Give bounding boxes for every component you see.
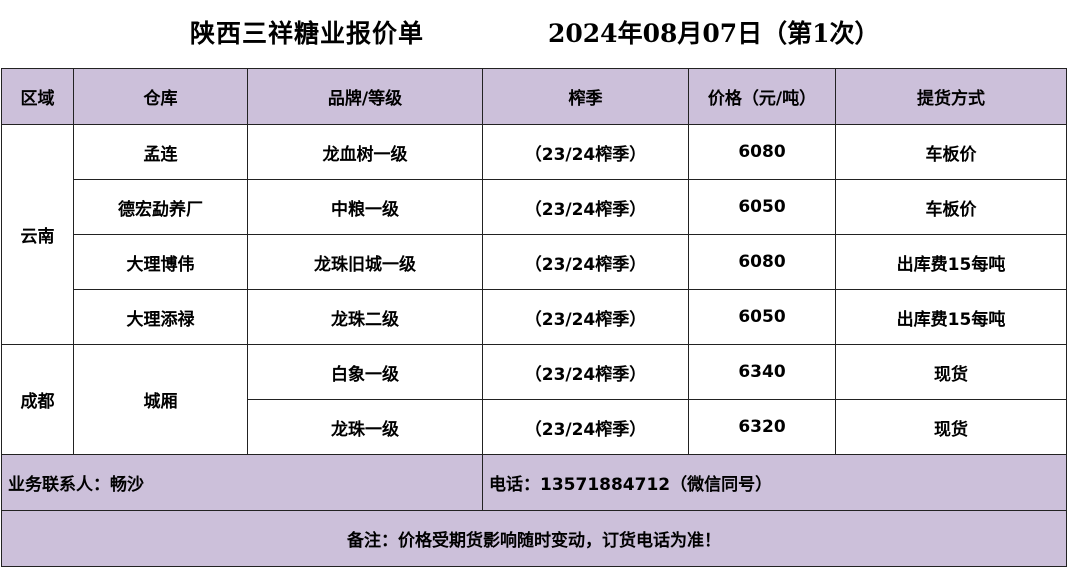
season-cell: （23/24榨季） (482, 399, 689, 455)
contact-person: 业务联系人：畅沙 (1, 454, 483, 511)
region-cell-yunnan: 云南 (1, 124, 74, 345)
contact-phone: 电话：13571884712（微信同号） (482, 454, 1067, 511)
header-season: 榨季 (482, 68, 689, 125)
season-cell: （23/24榨季） (482, 124, 689, 180)
brand-cell: 龙血树一级 (247, 124, 483, 180)
table-row: 大理添禄 龙珠二级 （23/24榨季） 6050 出库费15每吨 (2, 289, 1067, 345)
brand-cell: 龙珠一级 (247, 399, 483, 455)
sheet-date: 2024年08月07日（第1次） (548, 19, 880, 48)
header-warehouse: 仓库 (73, 68, 248, 125)
price-table: 区域 仓库 品牌/等级 榨季 价格（元/吨） 提货方式 云南 孟连 龙血树一级 … (1, 68, 1067, 567)
header-region: 区域 (1, 68, 74, 125)
warehouse-cell: 城厢 (73, 344, 248, 455)
header-brand: 品牌/等级 (247, 68, 483, 125)
delivery-cell: 出库费15每吨 (835, 234, 1067, 290)
season-cell: （23/24榨季） (482, 289, 689, 345)
price-cell: 6340 (688, 344, 836, 400)
contact-row: 业务联系人：畅沙 电话：13571884712（微信同号） (1, 454, 1067, 511)
warehouse-cell: 大理博伟 (73, 234, 248, 290)
price-cell: 6080 (688, 124, 836, 180)
note-text: 备注：价格受期货影响随时变动，订货电话为准！ (1, 510, 1067, 567)
note-row: 备注：价格受期货影响随时变动，订货电话为准！ (1, 510, 1067, 567)
brand-cell: 白象一级 (247, 344, 483, 400)
season-cell: （23/24榨季） (482, 179, 689, 235)
price-cell: 6050 (688, 179, 836, 235)
table-row: 成都 城厢 白象一级 （23/24榨季） 6340 现货 (1, 344, 1067, 455)
warehouse-cell: 大理添禄 (73, 289, 248, 345)
season-cell: （23/24榨季） (482, 344, 689, 400)
brand-cell: 中粮一级 (247, 179, 483, 235)
delivery-cell: 现货 (835, 344, 1067, 400)
table-row: 德宏勐养厂 中粮一级 （23/24榨季） 6050 车板价 (2, 179, 1067, 235)
header-price: 价格（元/吨） (688, 68, 836, 125)
price-cell: 6320 (688, 399, 836, 455)
warehouse-cell: 德宏勐养厂 (73, 179, 248, 235)
warehouse-cell: 孟连 (73, 124, 248, 180)
table-header-row: 区域 仓库 品牌/等级 榨季 价格（元/吨） 提货方式 (1, 68, 1067, 125)
table-row: 大理博伟 龙珠旧城一级 （23/24榨季） 6080 出库费15每吨 (2, 234, 1067, 290)
season-cell: （23/24榨季） (482, 234, 689, 290)
delivery-cell: 出库费15每吨 (835, 289, 1067, 345)
table-row: 云南 孟连 龙血树一级 （23/24榨季） 6080 车板价 (1, 124, 1067, 345)
brand-cell: 龙珠二级 (247, 289, 483, 345)
brand-cell: 龙珠旧城一级 (247, 234, 483, 290)
region-cell-chengdu: 成都 (1, 344, 74, 455)
delivery-cell: 车板价 (835, 124, 1067, 180)
delivery-cell: 车板价 (835, 179, 1067, 235)
title-row: 陕西三祥糖业报价单 2024年08月07日（第1次） (0, 0, 1067, 68)
delivery-cell: 现货 (835, 399, 1067, 455)
table-row: 龙珠一级 （23/24榨季） 6320 现货 (2, 399, 1067, 455)
header-delivery: 提货方式 (835, 68, 1067, 125)
price-cell: 6050 (688, 289, 836, 345)
price-cell: 6080 (688, 234, 836, 290)
sheet-title: 陕西三祥糖业报价单 (190, 19, 425, 48)
